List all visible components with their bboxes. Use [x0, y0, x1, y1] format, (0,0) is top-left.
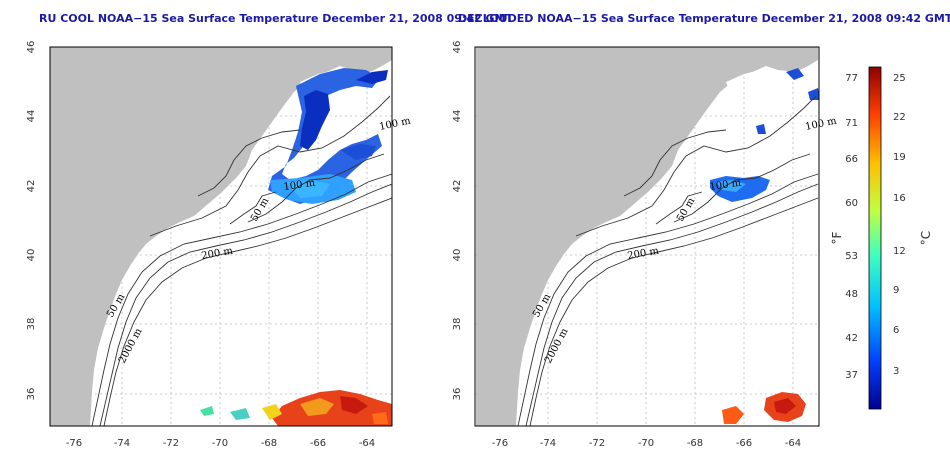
- colorbar-f-tick: 71: [845, 118, 858, 129]
- right-lon-tick: -76: [492, 438, 508, 449]
- left-contour-label-100m-lower: 100 m: [283, 178, 316, 193]
- left-lat-tick: 40: [26, 249, 37, 262]
- right-lat-tick: 42: [452, 180, 463, 193]
- colorbar-c-tick: 6: [893, 325, 899, 336]
- left-lon-tick: -66: [310, 438, 326, 449]
- left-lon-tick: -76: [66, 438, 82, 449]
- right-lat-tick: 44: [452, 110, 463, 123]
- right-lon-tick: -74: [540, 438, 556, 449]
- colorbar-c-tick: 3: [893, 366, 899, 377]
- colorbar-f-tick: 66: [845, 154, 858, 165]
- right-sst-patches: [710, 68, 819, 424]
- left-map-frame: [49, 46, 393, 427]
- colorbar-fahrenheit-unit: °F: [830, 231, 844, 244]
- colorbar-fahrenheit-ticks: 77 71 66 60 53 48 42 37: [845, 73, 858, 381]
- right-map-lon-axis: -76 -74 -72 -70 -68 -66 -64: [492, 438, 801, 449]
- right-lon-tick: -64: [785, 438, 801, 449]
- left-map-panel: 100 m 100 m 50 m 200 m 50 m 2000 m -76 -…: [26, 41, 412, 449]
- right-lon-tick: -68: [687, 438, 703, 449]
- left-lat-tick: 42: [26, 180, 37, 193]
- colorbar-c-tick: 12: [893, 246, 906, 257]
- left-lat-tick: 38: [26, 318, 37, 331]
- colorbar-c-tick: 19: [893, 152, 906, 163]
- left-lon-tick: -68: [261, 438, 277, 449]
- left-map-title: RU COOL NOAA−15 Sea Surface Temperature …: [39, 12, 513, 25]
- left-lat-tick: 44: [26, 110, 37, 123]
- left-lat-tick: 46: [26, 41, 37, 54]
- right-map-frame: [474, 46, 820, 427]
- colorbar-c-tick: 25: [893, 73, 906, 84]
- right-lon-tick: -72: [589, 438, 605, 449]
- left-lat-tick: 36: [26, 388, 37, 401]
- left-lon-tick: -74: [114, 438, 130, 449]
- right-map-lat-axis: 46 44 42 40 38 36: [452, 41, 463, 401]
- colorbar-f-tick: 37: [845, 370, 858, 381]
- right-lat-tick: 38: [452, 318, 463, 331]
- colorbar-gradient: [868, 66, 882, 410]
- colorbar-c-tick: 16: [893, 193, 906, 204]
- right-contour-label-100m-lower: 100 m: [709, 178, 742, 193]
- colorbar-celsius-unit: °C: [919, 231, 933, 245]
- colorbar-f-tick: 42: [845, 333, 858, 344]
- right-lon-tick: -66: [736, 438, 752, 449]
- colorbar-f-tick: 48: [845, 289, 858, 300]
- colorbar-c-tick: 9: [893, 285, 899, 296]
- left-map-lat-axis: 46 44 42 40 38 36: [26, 41, 37, 401]
- colorbar-f-tick: 77: [845, 73, 858, 84]
- right-lat-tick: 46: [452, 41, 463, 54]
- right-map-title: DECLOUDED NOAA−15 Sea Surface Temperatur…: [458, 12, 950, 25]
- left-sst-patches: [200, 68, 392, 426]
- left-lon-tick: -64: [359, 438, 375, 449]
- right-map-gridlines: [475, 47, 819, 426]
- colorbar-celsius-ticks: 25 22 19 16 12 9 6 3: [893, 73, 906, 377]
- colorbar-f-tick: 60: [845, 198, 858, 209]
- right-lat-tick: 36: [452, 388, 463, 401]
- colorbar: 77 71 66 60 53 48 42 37 25 22 19 16 12 9…: [830, 66, 933, 410]
- right-lat-tick: 40: [452, 249, 463, 262]
- colorbar-f-tick: 53: [845, 251, 858, 262]
- colorbar-c-tick: 22: [893, 112, 906, 123]
- right-map-panel: 100 m 100 m 50 m 200 m 50 m 2000 m -76 -…: [452, 41, 838, 449]
- left-map-lon-axis: -76 -74 -72 -70 -68 -66 -64: [66, 438, 375, 449]
- left-lon-tick: -72: [163, 438, 179, 449]
- left-lon-tick: -70: [212, 438, 228, 449]
- right-lon-tick: -70: [638, 438, 654, 449]
